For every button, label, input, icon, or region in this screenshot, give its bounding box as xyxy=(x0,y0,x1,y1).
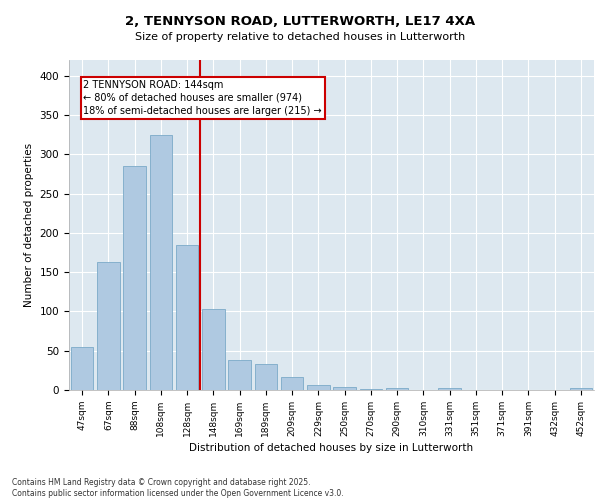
Bar xyxy=(202,309,224,390)
Bar xyxy=(360,389,382,390)
Text: Size of property relative to detached houses in Lutterworth: Size of property relative to detached ho… xyxy=(135,32,465,42)
Y-axis label: Number of detached properties: Number of detached properties xyxy=(24,143,34,307)
Bar xyxy=(386,388,408,390)
Bar xyxy=(570,388,592,390)
Bar xyxy=(281,378,303,390)
Text: Contains HM Land Registry data © Crown copyright and database right 2025.
Contai: Contains HM Land Registry data © Crown c… xyxy=(12,478,344,498)
Bar xyxy=(150,134,172,390)
Bar xyxy=(229,360,251,390)
Bar xyxy=(71,347,93,390)
Bar xyxy=(124,166,146,390)
Bar xyxy=(334,387,356,390)
Bar xyxy=(255,364,277,390)
X-axis label: Distribution of detached houses by size in Lutterworth: Distribution of detached houses by size … xyxy=(190,443,473,453)
Bar xyxy=(97,262,119,390)
Text: 2, TENNYSON ROAD, LUTTERWORTH, LE17 4XA: 2, TENNYSON ROAD, LUTTERWORTH, LE17 4XA xyxy=(125,15,475,28)
Text: 2 TENNYSON ROAD: 144sqm
← 80% of detached houses are smaller (974)
18% of semi-d: 2 TENNYSON ROAD: 144sqm ← 80% of detache… xyxy=(83,80,322,116)
Bar xyxy=(307,384,329,390)
Bar xyxy=(439,388,461,390)
Bar xyxy=(176,244,198,390)
